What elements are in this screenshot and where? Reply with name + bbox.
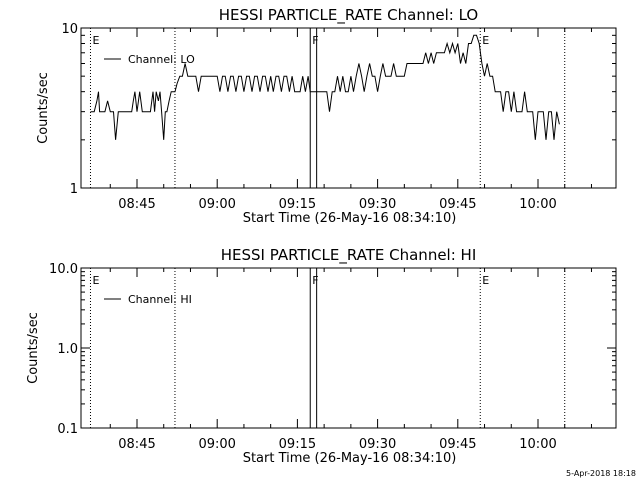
series-line-lo bbox=[90, 34, 560, 140]
x-tick-label: 09:00 bbox=[198, 197, 235, 212]
x-axis-label: Start Time (26-May-16 08:34:10) bbox=[243, 451, 457, 466]
event-marker-label: E bbox=[482, 274, 489, 287]
y-tick-label: 1.0 bbox=[57, 342, 78, 357]
event-marker-label: F bbox=[312, 274, 318, 287]
x-tick-label: 09:15 bbox=[279, 437, 316, 452]
plot-frame bbox=[80, 267, 617, 429]
chart-panel-lo: HESSI PARTICLE_RATE Channel: LO Start Tim… bbox=[36, 6, 617, 226]
x-tick-label: 10:00 bbox=[519, 197, 556, 212]
x-tick-label: 09:15 bbox=[279, 197, 316, 212]
x-axis-label: Start Time (26-May-16 08:34:10) bbox=[243, 211, 457, 226]
plot-frame bbox=[80, 27, 617, 189]
y-tick-label: 0.1 bbox=[57, 422, 78, 437]
x-tick-label: 09:30 bbox=[359, 437, 396, 452]
x-tick-label: 08:45 bbox=[118, 437, 155, 452]
event-marker-label: E bbox=[482, 34, 489, 47]
y-axis-label: Counts/sec bbox=[26, 312, 41, 384]
chart-title: HESSI PARTICLE_RATE Channel: LO bbox=[219, 6, 478, 25]
x-tick-label: 09:30 bbox=[359, 197, 396, 212]
chart-panel-hi: HESSI PARTICLE_RATE Channel: HI Start Tim… bbox=[26, 246, 617, 466]
y-axis-label: Counts/sec bbox=[36, 72, 51, 144]
x-tick-label: 09:00 bbox=[198, 437, 235, 452]
event-marker-label: E bbox=[92, 34, 99, 47]
event-marker-label: E bbox=[92, 274, 99, 287]
chart-title: HESSI PARTICLE_RATE Channel: HI bbox=[221, 246, 477, 265]
legend-label: Channel: LO bbox=[128, 53, 195, 66]
y-tick-label: 10.0 bbox=[49, 262, 78, 277]
y-tick-label: 1 bbox=[70, 182, 78, 197]
x-tick-label: 10:00 bbox=[519, 437, 556, 452]
legend-label: Channel: HI bbox=[128, 293, 192, 306]
x-tick-label: 09:45 bbox=[439, 197, 476, 212]
x-tick-label: 09:45 bbox=[439, 437, 476, 452]
x-tick-label: 08:45 bbox=[118, 197, 155, 212]
y-tick-label: 10 bbox=[61, 22, 78, 37]
event-marker-label: F bbox=[312, 34, 318, 47]
footer-timestamp: 5-Apr-2018 18:18 bbox=[566, 469, 636, 478]
